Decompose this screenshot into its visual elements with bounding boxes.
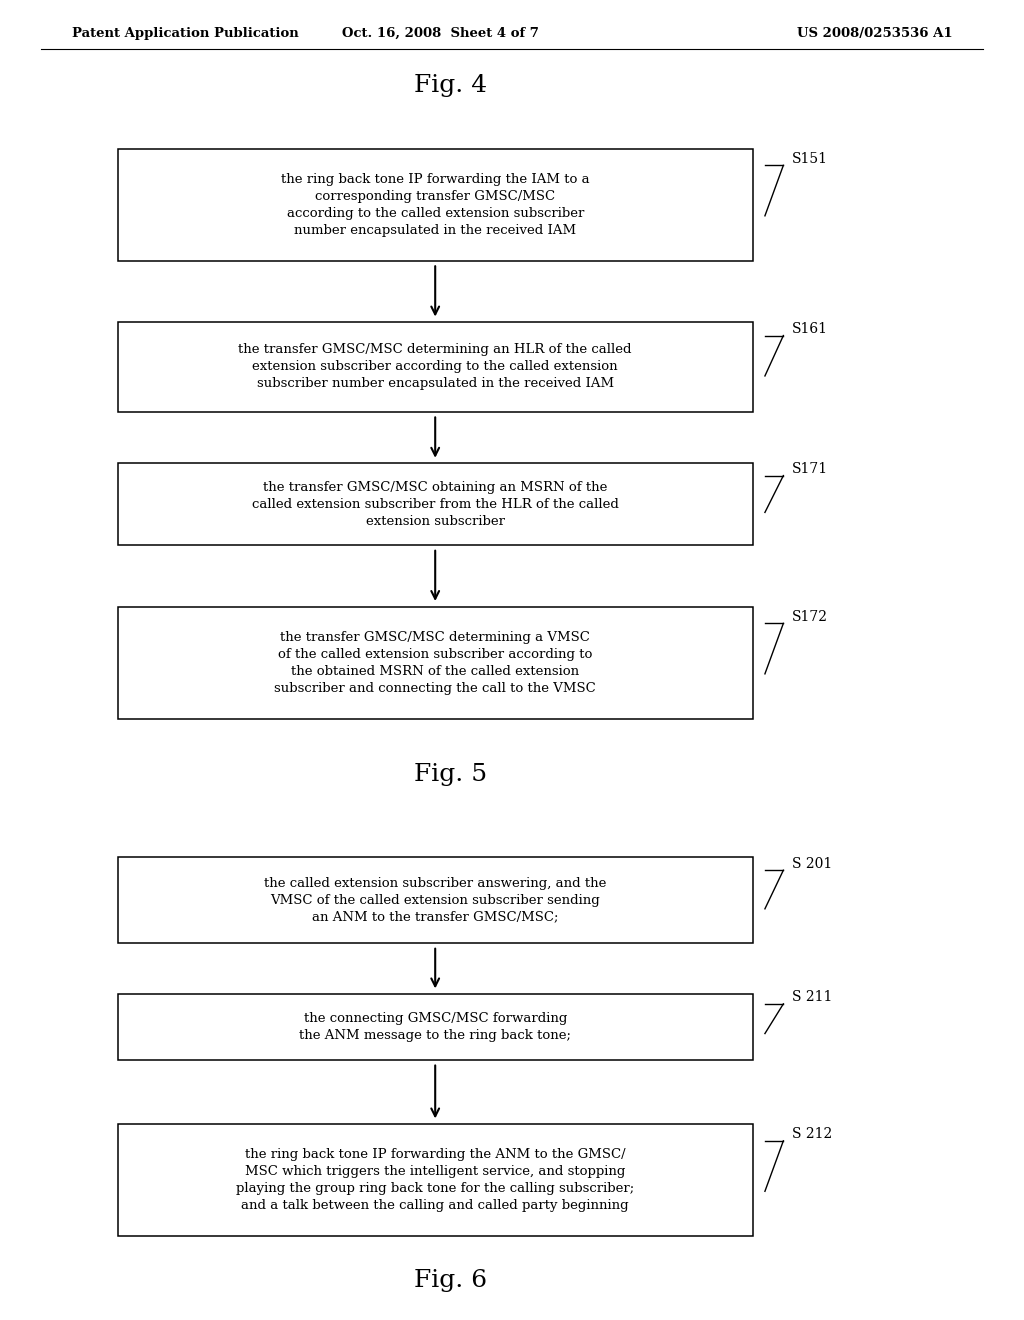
- Text: S171: S171: [792, 462, 827, 477]
- Text: Patent Application Publication: Patent Application Publication: [72, 26, 298, 40]
- Text: S 212: S 212: [792, 1127, 831, 1142]
- Bar: [118, 322, 753, 412]
- Text: the transfer GMSC/MSC determining a VMSC
of the called extension subscriber acco: the transfer GMSC/MSC determining a VMSC…: [274, 631, 596, 694]
- Text: Fig. 5: Fig. 5: [414, 763, 487, 787]
- Text: S172: S172: [792, 610, 827, 624]
- Text: Fig. 6: Fig. 6: [414, 1269, 487, 1292]
- Text: the ring back tone IP forwarding the ANM to the GMSC/
MSC which triggers the int: the ring back tone IP forwarding the ANM…: [237, 1148, 634, 1212]
- Text: S161: S161: [792, 322, 827, 337]
- Text: US 2008/0253536 A1: US 2008/0253536 A1: [797, 26, 952, 40]
- Text: the transfer GMSC/MSC obtaining an MSRN of the
called extension subscriber from : the transfer GMSC/MSC obtaining an MSRN …: [252, 480, 618, 528]
- Text: the called extension subscriber answering, and the
VMSC of the called extension : the called extension subscriber answerin…: [264, 876, 606, 924]
- Bar: [118, 463, 753, 545]
- Text: Oct. 16, 2008  Sheet 4 of 7: Oct. 16, 2008 Sheet 4 of 7: [342, 26, 539, 40]
- Bar: [118, 607, 753, 718]
- Text: the connecting GMSC/MSC forwarding
the ANM message to the ring back tone;: the connecting GMSC/MSC forwarding the A…: [299, 1012, 571, 1041]
- Text: the ring back tone IP forwarding the IAM to a
corresponding transfer GMSC/MSC
ac: the ring back tone IP forwarding the IAM…: [281, 173, 590, 236]
- Text: Fig. 4: Fig. 4: [414, 74, 487, 98]
- Text: S 201: S 201: [792, 857, 831, 871]
- Bar: [118, 858, 753, 942]
- Bar: [118, 149, 753, 261]
- Text: S 211: S 211: [792, 990, 831, 1005]
- Text: the transfer GMSC/MSC determining an HLR of the called
extension subscriber acco: the transfer GMSC/MSC determining an HLR…: [239, 343, 632, 391]
- Bar: [118, 994, 753, 1060]
- Text: S151: S151: [792, 152, 827, 166]
- Bar: [118, 1123, 753, 1236]
